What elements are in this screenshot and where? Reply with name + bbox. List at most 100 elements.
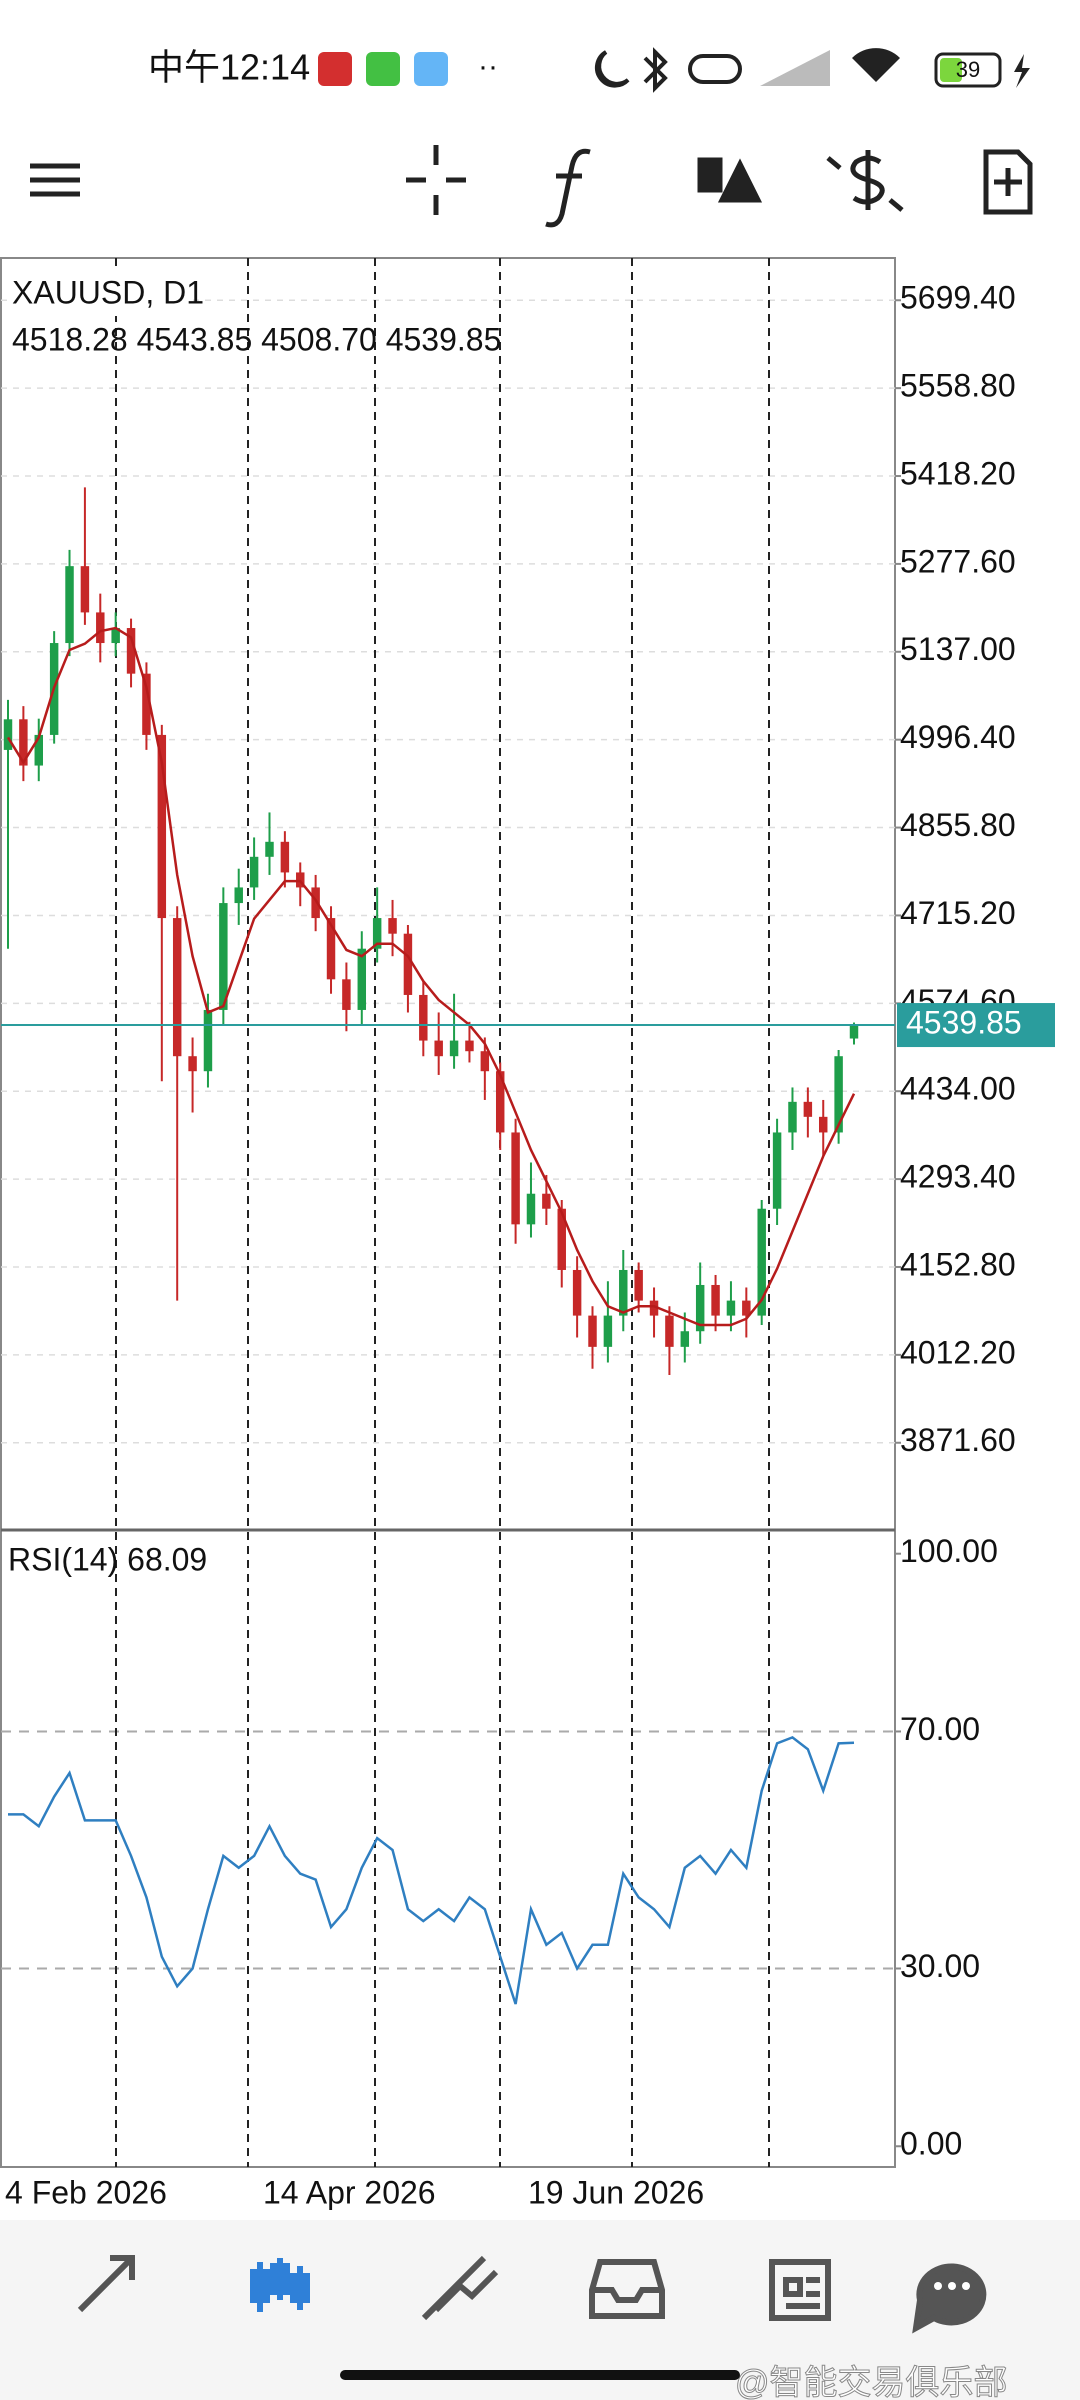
candle-body (234, 887, 243, 904)
watermark: @智能交易俱乐部 (735, 2364, 1008, 2400)
y-tick-label: 4855.80 (900, 807, 1016, 843)
y-tick-label: 5277.60 (900, 543, 1016, 579)
current-price-box (897, 1003, 1055, 1048)
dot (962, 2282, 970, 2290)
plot (1, 487, 895, 2005)
y-tick-label: 4293.40 (900, 1159, 1016, 1195)
candle-body (65, 566, 74, 644)
candle-body (249, 856, 259, 888)
y-tick-label: 5558.80 (900, 368, 1016, 404)
y-tick-label: 4996.40 (900, 719, 1016, 755)
ohlc-label: 4518.28 4543.85 4508.70 4539.85 (12, 321, 501, 357)
objects-button[interactable] (697, 157, 763, 203)
rsi-label: RSI(14) 68.09 (8, 1541, 207, 1577)
candle-body (465, 1040, 474, 1052)
candle-body (326, 918, 336, 980)
app-icon (414, 52, 448, 86)
candle-body (96, 612, 105, 644)
candle-body (665, 1315, 674, 1347)
battery-level (940, 58, 962, 82)
candle-body (695, 1284, 705, 1332)
chart-tab[interactable] (250, 2258, 310, 2312)
rsi-tick-label: 30.00 (900, 1948, 980, 1984)
more-icon: ·· (478, 50, 498, 83)
moving-average (6, 626, 856, 1327)
candle-body (34, 734, 43, 766)
candle-body (742, 1300, 751, 1316)
candle-body (311, 887, 320, 919)
axis: 5699.40 5558.80 5418.20 5277.60 5137.00 4996.… (895, 280, 1055, 2162)
candle-body (819, 1116, 828, 1133)
rsi-tick-label: 70.00 (900, 1711, 980, 1747)
candle-body (372, 918, 382, 949)
candle-body (219, 903, 228, 1010)
candle-body (711, 1284, 720, 1316)
candle-body (80, 566, 90, 613)
candle-body (434, 1040, 443, 1057)
menu-button[interactable] (30, 163, 80, 197)
app-icon (366, 52, 400, 86)
rsi-tick-label: 100.00 (900, 1533, 998, 1569)
candle-body (495, 1071, 505, 1133)
y-tick-label: 4715.20 (900, 895, 1016, 931)
period-separators (115, 258, 770, 2167)
candle-body (203, 1009, 213, 1072)
y-tick-label: 4434.00 (900, 1071, 1016, 1107)
dot (934, 2282, 942, 2290)
y-tick-label: 5418.20 (900, 455, 1016, 491)
symbol-label: XAUUSD, D1 (12, 274, 204, 310)
candle-body (480, 1051, 490, 1072)
trade-tab[interactable] (421, 2255, 499, 2321)
candle-body (126, 628, 136, 674)
candle-body (772, 1132, 782, 1209)
charging-icon (1014, 54, 1030, 88)
current-price-label: 4539.85 (906, 1004, 1022, 1040)
toolbar (30, 145, 1033, 228)
battery-icon (934, 52, 1002, 88)
candle-body (557, 1208, 566, 1270)
news-tab[interactable] (769, 2259, 831, 2321)
candle-body (542, 1193, 551, 1209)
y-tick-label: 4152.80 (900, 1246, 1016, 1282)
candle-body (757, 1208, 766, 1316)
candle-body (634, 1269, 643, 1301)
candle-body (342, 979, 351, 1010)
candle-body (680, 1331, 690, 1347)
candle-body (649, 1300, 659, 1316)
candle-body (157, 734, 167, 919)
candle-body (449, 1040, 459, 1057)
battery-text: 39 (956, 57, 980, 82)
candle-body (511, 1132, 520, 1225)
candle-body (803, 1101, 813, 1117)
candle-body (19, 719, 28, 766)
candle-body (111, 628, 120, 644)
y-tick-label: 3871.60 (900, 1422, 1016, 1458)
date-label: 14 Apr 2026 (263, 2174, 436, 2210)
candle-body (419, 994, 428, 1041)
symbol-button[interactable] (826, 150, 904, 212)
candle-body (188, 1056, 197, 1072)
quotes-tab[interactable] (77, 2255, 135, 2313)
messages-tab[interactable] (912, 2263, 987, 2334)
candle-body (849, 1025, 859, 1039)
candle-body (388, 918, 397, 934)
date-label: 19 Jun 2026 (528, 2174, 704, 2210)
clock: 中午12:14 (148, 47, 310, 88)
indicators-button[interactable] (545, 148, 591, 228)
candle-body (403, 933, 413, 995)
candle-body (357, 948, 367, 1010)
status-bar: 中午12:14 ·· 39 (148, 47, 1030, 93)
template-button[interactable] (983, 149, 1033, 215)
wifi-icon (852, 48, 900, 82)
candle-body (280, 841, 290, 873)
crosshair-button[interactable] (406, 145, 466, 215)
candle-body (265, 841, 274, 857)
chart-frame (0, 257, 896, 2168)
dot (948, 2282, 956, 2290)
app-icon (318, 52, 352, 86)
candle-body (3, 719, 13, 750)
dnd-icon (594, 50, 630, 88)
history-tab[interactable] (589, 2259, 665, 2319)
